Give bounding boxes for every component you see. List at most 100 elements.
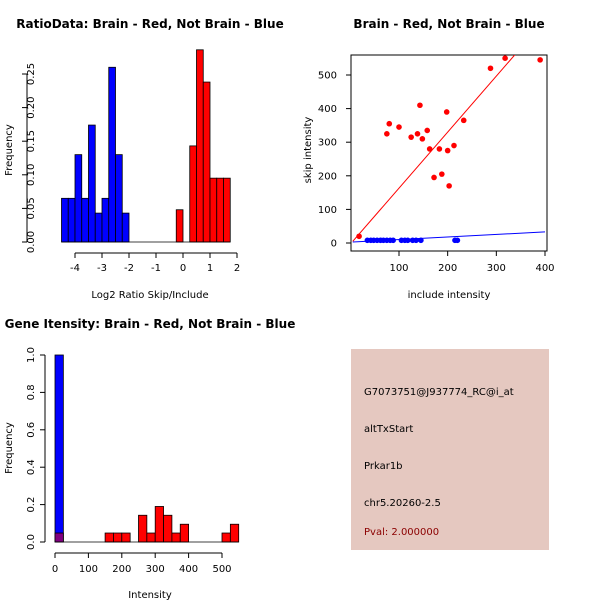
scatter-point [413, 237, 419, 244]
scatter-point [356, 233, 362, 240]
intensity-x-tick-label: 200 [112, 564, 131, 575]
intensity-bar [154, 506, 164, 543]
genomic-location: chr5.20260-2.5 [364, 498, 441, 509]
pvalue: Pval: 2.000000 [364, 527, 440, 538]
ratio-bar [94, 212, 103, 243]
scatter-y-tick-label: 0 [331, 239, 337, 250]
scatter-point [443, 109, 450, 115]
intensity-bar [146, 532, 156, 543]
ratio-bar [189, 145, 197, 243]
ratio-x-tick-label: -4 [70, 263, 80, 274]
scatter-title: Brain - Red, Not Brain - Blue [353, 17, 544, 31]
ratio-bar [67, 197, 76, 243]
ratio-bar [121, 212, 130, 243]
intensity-x-tick-label: 300 [146, 564, 165, 575]
scatter-y-tick-label: 400 [318, 104, 337, 115]
ratio-bar [209, 177, 218, 243]
scatter-y-tick-label: 200 [318, 171, 337, 182]
intensity-bar [138, 514, 148, 543]
scatter-point [426, 146, 433, 152]
scatter-point [460, 117, 467, 124]
gene-info-panel: G7073751@J937774_RC@i_at altTxStart Prka… [351, 349, 549, 550]
intensity-x-tick-label: 500 [212, 564, 231, 575]
ratio-bar [88, 124, 96, 243]
ratio-bar [74, 154, 83, 243]
ratio-bar [115, 154, 123, 243]
intensity-x-tick-label: 100 [79, 564, 98, 575]
scatter-point [436, 146, 443, 152]
ratio-y-tick-label: 0.00 [26, 231, 37, 253]
scatter-y-tick-label: 100 [318, 205, 337, 216]
scatter-point [487, 65, 494, 72]
scatter-x-tick-label: 100 [389, 263, 408, 274]
ratio-bar [216, 177, 224, 243]
ratio-bar [101, 197, 110, 243]
scatter-point [446, 183, 452, 189]
ratio-x-tick-label: -2 [124, 263, 134, 274]
scatter-plot-box [350, 54, 548, 252]
scatter-y-tick-label: 500 [318, 71, 337, 82]
scatter-point [444, 147, 451, 154]
ratio-y-tick-label: 0.25 [26, 63, 37, 85]
intensity-bar [163, 514, 173, 543]
intensity-x-tick-label: 0 [52, 564, 58, 575]
scatter-x-tick-label: 200 [438, 263, 457, 274]
intensity-bar [179, 523, 189, 543]
ratio-histogram-ylabel: Frequency [4, 124, 15, 176]
scatter-point [454, 237, 461, 244]
intensity-histogram-title: Gene Itensity: Brain - Red, Not Brain - … [5, 317, 296, 331]
intensity-y-tick-label: 0.4 [26, 459, 37, 475]
ratio-x-tick-label: -3 [97, 263, 107, 274]
scatter-y-tick-label: 300 [318, 138, 337, 149]
scatter-point [439, 171, 445, 177]
scatter-point [417, 102, 423, 109]
intensity-y-tick-label: 0.2 [26, 497, 37, 513]
ratio-y-tick-label: 0.05 [26, 197, 37, 219]
ratio-y-tick-label: 0.20 [26, 96, 37, 118]
ratio-y-tick-label: 0.15 [26, 130, 37, 152]
ratio-bar [175, 209, 184, 243]
ratio-x-tick-label: -1 [151, 263, 161, 274]
scatter-point [386, 120, 393, 127]
scatter-xlabel: include intensity [408, 290, 491, 301]
ratio-bar [196, 49, 204, 243]
intensity-y-tick-label: 0.8 [26, 384, 37, 400]
scatter-point [502, 55, 508, 61]
probe-id: G7073751@J937774_RC@i_at [364, 387, 514, 398]
ratio-bar [202, 81, 211, 243]
scatter-point [396, 124, 402, 130]
ratio-histogram-panel: RatioData: Brain - Red, Not Brain - Blue… [4, 17, 284, 301]
ratio-bar [223, 177, 231, 243]
intensity-x-tick-label: 400 [179, 564, 198, 575]
gene-name: Prkar1b [364, 461, 403, 472]
intensity-bar [229, 523, 240, 543]
intensity-bar [171, 532, 181, 543]
scatter-point [404, 237, 411, 244]
ratio-histogram-title: RatioData: Brain - Red, Not Brain - Blue [16, 17, 283, 31]
intensity-bar [54, 354, 64, 543]
intensity-histogram-ylabel: Frequency [4, 422, 15, 474]
scatter-point [431, 174, 437, 181]
scatter-point [537, 57, 543, 63]
scatter-x-tick-label: 400 [535, 263, 554, 274]
scatter-x-tick-label: 300 [487, 263, 506, 274]
scatter-fit-line [352, 55, 516, 242]
intensity-y-tick-label: 0.0 [26, 534, 37, 550]
scatter-point [418, 237, 424, 244]
scatter-ylabel: skip intensity [303, 117, 314, 184]
ratio-bar [61, 197, 69, 243]
ratio-histogram-xlabel: Log2 Ratio Skip/Include [91, 290, 208, 301]
scatter-point [390, 237, 396, 244]
intensity-y-tick-label: 1.0 [26, 347, 37, 363]
ratio-bar [81, 197, 89, 243]
intensity-y-tick-label: 0.6 [26, 422, 37, 438]
scatter-point [451, 142, 457, 149]
ratio-x-tick-label: 0 [180, 263, 186, 274]
scatter-panel: Brain - Red, Not Brain - Blue include in… [303, 17, 555, 301]
event-type: altTxStart [364, 424, 414, 435]
intensity-bar [104, 532, 114, 543]
ratio-x-tick-label: 2 [234, 263, 240, 274]
scatter-point [408, 134, 414, 140]
intensity-histogram-xlabel: Intensity [128, 590, 172, 600]
